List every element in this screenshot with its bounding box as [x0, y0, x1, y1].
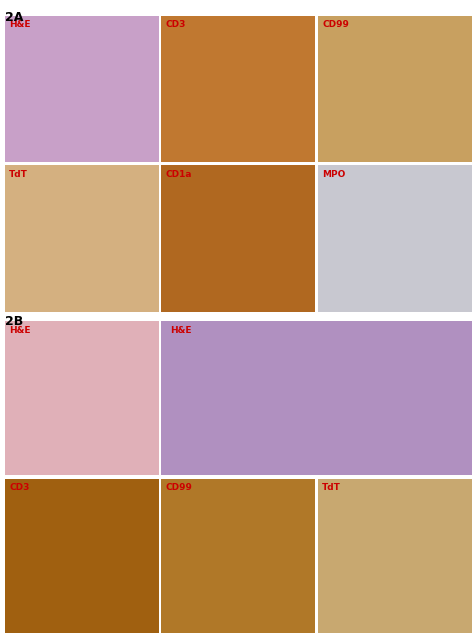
Text: 2A: 2A [5, 11, 23, 24]
Text: CD3: CD3 [166, 20, 186, 29]
Text: CD99: CD99 [166, 483, 192, 492]
Text: CD1a: CD1a [166, 170, 192, 179]
Text: H&E: H&E [9, 20, 31, 29]
Text: MPO: MPO [322, 170, 346, 179]
Text: H&E: H&E [9, 326, 31, 335]
Text: CD99: CD99 [322, 20, 349, 29]
Text: H&E: H&E [171, 326, 192, 335]
Text: TdT: TdT [9, 170, 28, 179]
Text: CD3: CD3 [9, 483, 30, 492]
Text: TdT: TdT [322, 483, 341, 492]
Text: 2B: 2B [5, 315, 23, 328]
